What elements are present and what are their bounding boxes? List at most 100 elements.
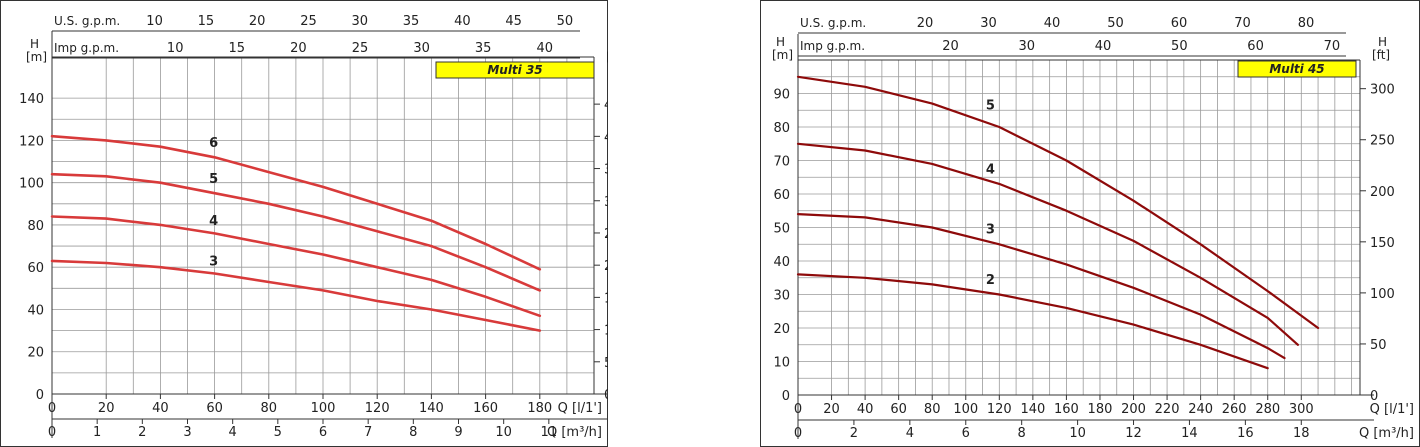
y-tick-label: 60 <box>27 261 44 276</box>
x-tick-label: 100 <box>311 401 336 416</box>
y2-tick-label: 350 <box>604 163 608 178</box>
x-bottom-tick-label: 5 <box>274 425 282 440</box>
y2-tick-label: 250 <box>1370 134 1395 149</box>
y2-tick-label: 200 <box>604 259 608 274</box>
y-tick-label: 100 <box>19 177 44 192</box>
x-mid-tick-label: 15 <box>229 41 246 56</box>
x-top-tick-label: 20 <box>249 14 266 29</box>
x-bottom-tick-label: 11 <box>541 425 558 440</box>
series-label-4: 4 <box>986 162 995 177</box>
x-bottom-tick-label: 8 <box>409 425 417 440</box>
x-mid-axis-label: Imp g.p.m. <box>54 41 119 55</box>
x-tick-label: 80 <box>924 402 941 417</box>
x-tick-label: 180 <box>1088 402 1113 417</box>
x-top-tick-label: 45 <box>505 14 522 29</box>
x-tick-label: 260 <box>1222 402 1247 417</box>
x-bottom-tick-label: 3 <box>183 425 191 440</box>
x-bottom-tick-label: 12 <box>1125 426 1142 441</box>
x-mid-tick-label: 30 <box>413 41 430 56</box>
x-top-tick-label: 80 <box>1298 16 1315 31</box>
x-bottom-tick-label: 0 <box>794 426 802 441</box>
series-label-3: 3 <box>209 254 218 269</box>
x-tick-label: 240 <box>1188 402 1213 417</box>
x-mid-tick-label: 40 <box>537 41 554 56</box>
x-top-tick-label: 50 <box>557 14 574 29</box>
series-curve-4 <box>50 215 542 318</box>
series-label-2: 2 <box>986 273 995 288</box>
y2-tick-label: 50 <box>1370 338 1387 353</box>
x-bottom-axis-label: Q [m³/h] <box>547 425 602 440</box>
x-tick-label: 280 <box>1255 402 1280 417</box>
y-tick-label: 20 <box>27 346 44 361</box>
x-tick-label: 160 <box>473 401 498 416</box>
y-tick-label: 50 <box>773 222 790 237</box>
x-top-tick-label: 60 <box>1171 16 1188 31</box>
x-tick-label: 140 <box>1020 402 1045 417</box>
x-bottom-tick-label: 10 <box>495 425 512 440</box>
y-tick-label: 10 <box>773 356 790 371</box>
y2-axis-label: H <box>1378 35 1387 49</box>
x-bottom-tick-label: 6 <box>319 425 327 440</box>
y-tick-label: 80 <box>773 121 790 136</box>
x-tick-label: 40 <box>152 401 169 416</box>
x-top-tick-label: 50 <box>1107 16 1124 31</box>
y-tick-label: 70 <box>773 155 790 170</box>
x-bottom-tick-label: 10 <box>1069 426 1086 441</box>
x-top-tick-label: 30 <box>351 14 368 29</box>
y2-tick-label: 400 <box>604 130 608 145</box>
chart-badge-label: Multi 35 <box>487 63 542 77</box>
y-axis-unit: [m] <box>772 48 793 62</box>
y2-axis-unit: [ft] <box>606 50 608 64</box>
series-curve-2 <box>796 273 1269 370</box>
x-axis-label: Q [l/1'] <box>558 401 602 416</box>
x-mid-tick-label: 20 <box>942 39 959 54</box>
y2-tick-label: 150 <box>604 291 608 306</box>
x-tick-label: 0 <box>48 401 56 416</box>
chart-badge-label: Multi 45 <box>1269 62 1324 76</box>
series-curve-4 <box>796 142 1300 346</box>
series-curve-5 <box>796 75 1320 330</box>
y-tick-label: 120 <box>19 134 44 149</box>
x-top-axis-label: U.S. g.p.m. <box>800 16 866 30</box>
x-top-tick-label: 15 <box>198 14 215 29</box>
x-bottom-tick-label: 1 <box>93 425 101 440</box>
x-tick-label: 140 <box>419 401 444 416</box>
y-tick-label: 20 <box>773 322 790 337</box>
x-mid-tick-label: 35 <box>475 41 492 56</box>
chart-multi-35-svg: U.S. g.p.m.Imp g.p.m.10 15 20 25 30 35 40 45 501… <box>0 0 608 447</box>
y2-tick-label: 150 <box>1370 236 1395 251</box>
x-axis-label: Q [l/1'] <box>1370 402 1414 417</box>
x-bottom-tick-label: 7 <box>364 425 372 440</box>
x-bottom-tick-label: 16 <box>1237 426 1254 441</box>
series-curve-3 <box>796 213 1286 360</box>
series-label-3: 3 <box>986 223 995 238</box>
x-top-tick-label: 40 <box>1044 16 1061 31</box>
y-axis-label: H <box>776 35 785 49</box>
x-bottom-tick-label: 0 <box>48 425 56 440</box>
x-bottom-tick-label: 2 <box>138 425 146 440</box>
x-top-tick-label: 25 <box>300 14 317 29</box>
y2-tick-label: 200 <box>1370 185 1395 200</box>
y2-tick-label: 300 <box>604 195 608 210</box>
x-mid-tick-label: 60 <box>1247 39 1264 54</box>
x-tick-label: 160 <box>1054 402 1079 417</box>
y2-tick-label: 100 <box>1370 287 1395 302</box>
x-bottom-tick-label: 14 <box>1181 426 1198 441</box>
x-top-axis-label: U.S. g.p.m. <box>54 14 120 28</box>
y-tick-label: 40 <box>773 255 790 270</box>
x-bottom-tick-label: 4 <box>229 425 237 440</box>
y-tick-label: 80 <box>27 219 44 234</box>
x-mid-tick-label: 50 <box>1171 39 1188 54</box>
x-tick-label: 300 <box>1289 402 1314 417</box>
x-mid-tick-label: 40 <box>1095 39 1112 54</box>
x-bottom-axis-label: Q [m³/h] <box>1359 426 1414 441</box>
y2-tick-label: 450 <box>604 98 608 113</box>
x-mid-tick-label: 25 <box>352 41 369 56</box>
x-top-tick-label: 20 <box>917 16 934 31</box>
series-label-5: 5 <box>986 99 995 114</box>
x-top-tick-label: 35 <box>403 14 420 29</box>
x-bottom-tick-label: 6 <box>962 426 970 441</box>
x-mid-tick-label: 30 <box>1019 39 1036 54</box>
x-tick-label: 200 <box>1121 402 1146 417</box>
